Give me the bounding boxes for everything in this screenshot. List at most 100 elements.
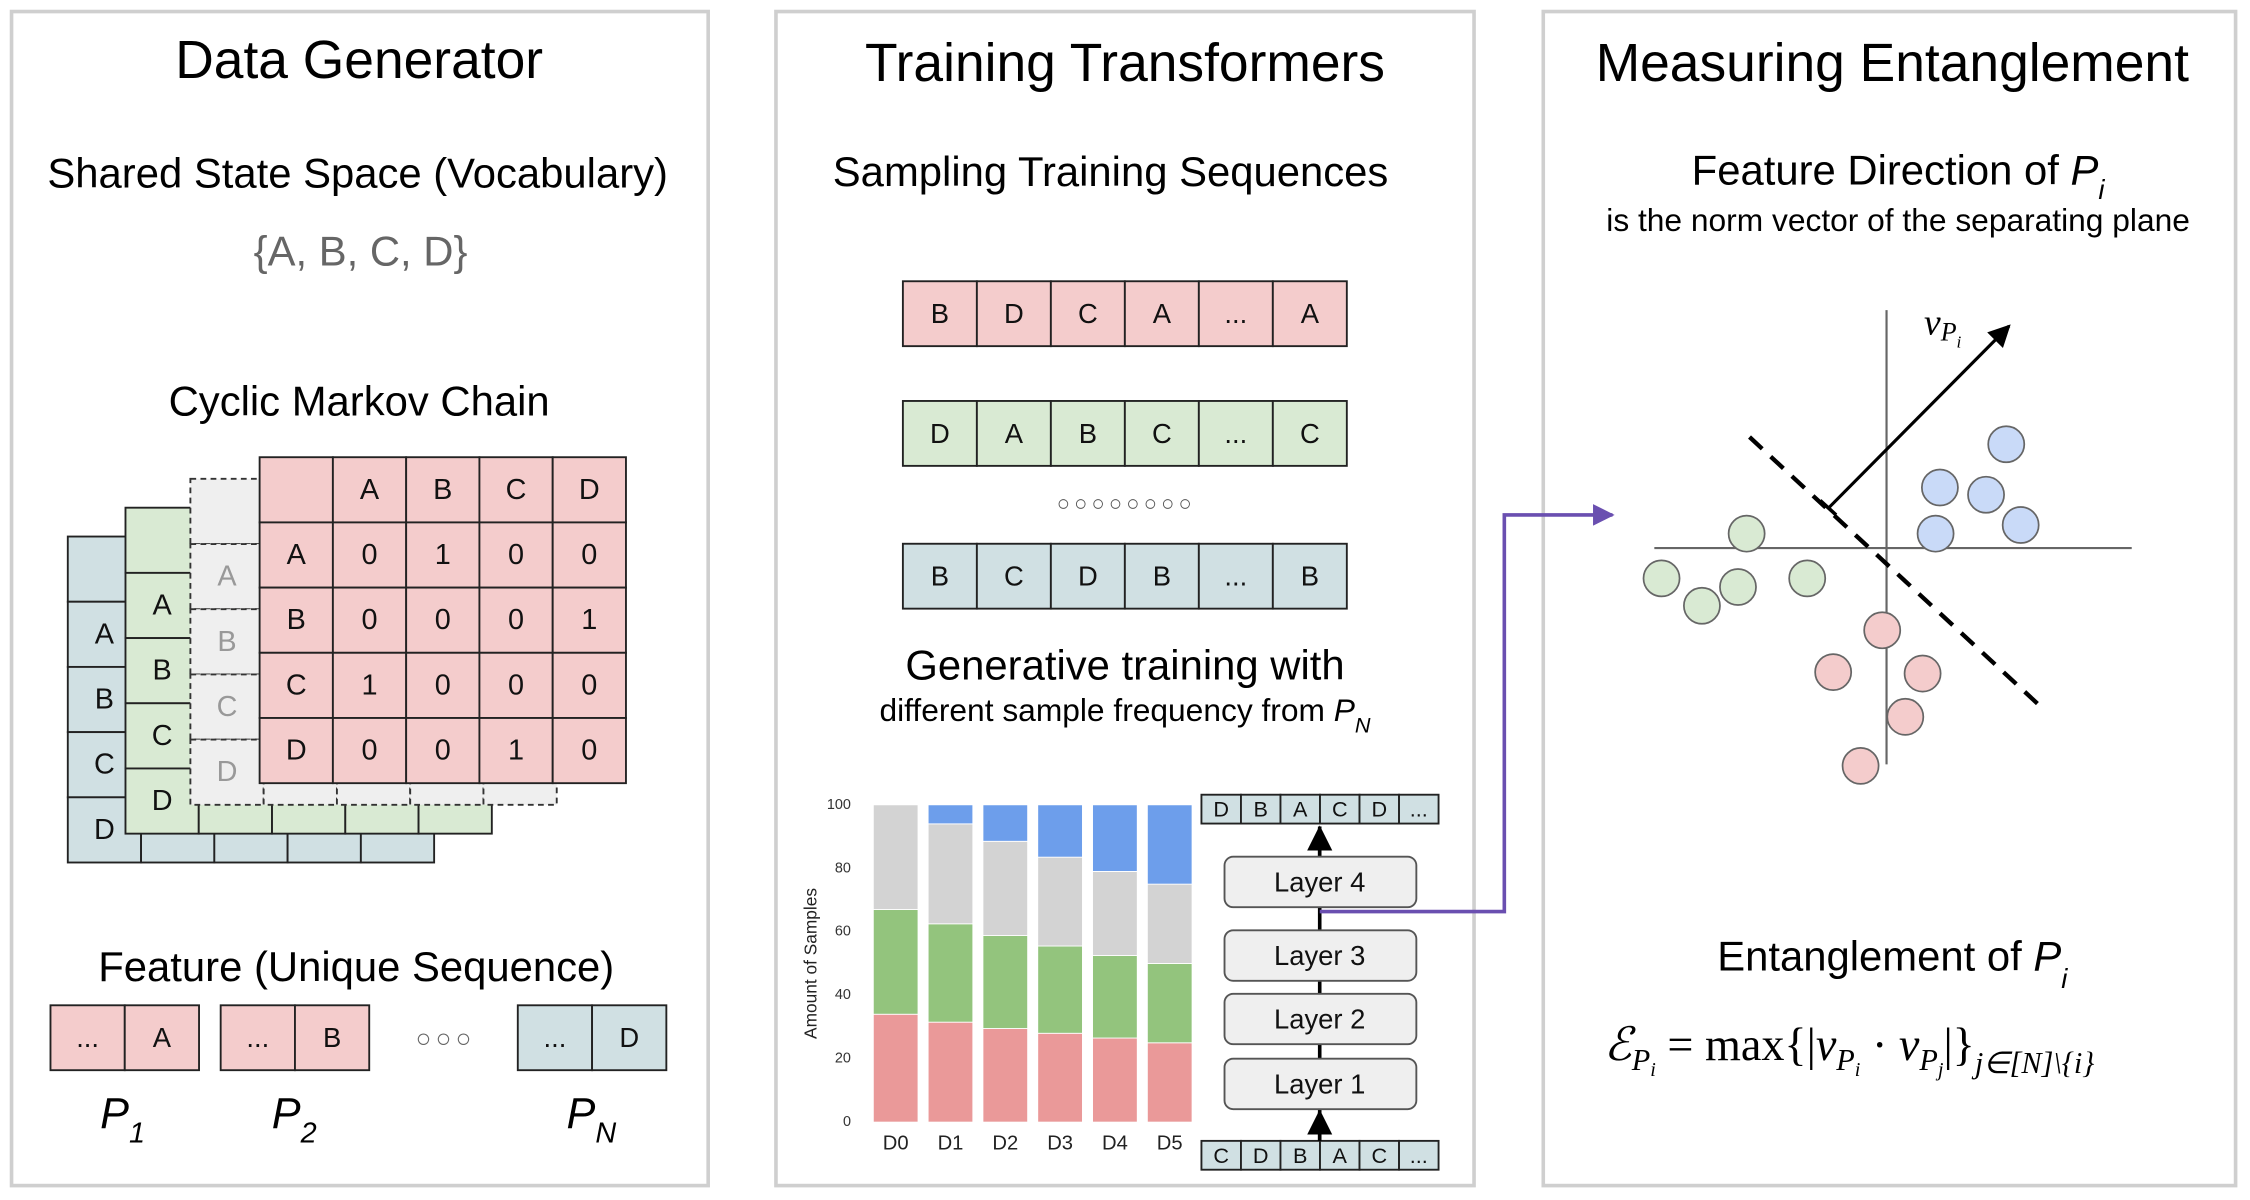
entanglement-title: Entanglement of Pi [1717, 933, 2068, 994]
token-label: ... [246, 1022, 269, 1053]
point-green [1683, 586, 1721, 625]
token-label: A [1293, 797, 1308, 822]
token-label: C [1152, 418, 1172, 449]
feature-sequence-3: ... D [516, 1004, 668, 1072]
bar-segment-D2-1 [982, 935, 1029, 1029]
x-tick-label: D4 [1102, 1133, 1128, 1155]
token-cell [1049, 400, 1126, 467]
token-label: D [1213, 797, 1229, 822]
bar-segment-D3-1 [1037, 945, 1083, 1034]
layer-label: Layer 4 [1274, 866, 1365, 897]
bar-segment-D3-0 [1037, 1032, 1083, 1123]
token-label: D [1078, 561, 1098, 592]
matrix-label: 0 [508, 604, 524, 636]
token-label: C [1004, 561, 1024, 592]
token-label: D [930, 418, 950, 449]
bar-segment-D0-0 [872, 1013, 919, 1123]
matrix-label: D [286, 735, 307, 767]
y-tick-label: 60 [835, 924, 851, 940]
matrix-label: A [95, 618, 115, 650]
token-label: B [931, 298, 949, 329]
feature-label: PN [567, 1090, 617, 1149]
point-red [1841, 746, 1880, 785]
token-label: ... [1410, 1143, 1428, 1168]
matrix-label: C [217, 691, 238, 723]
y-tick-label: 20 [835, 1051, 851, 1067]
token-label: A [1153, 298, 1172, 329]
token-cell [1049, 280, 1126, 348]
point-red [1863, 611, 1902, 650]
y-tick-label: 0 [843, 1114, 851, 1130]
token-cell [1279, 1139, 1321, 1171]
matrix-label: 0 [581, 539, 597, 571]
token-cell [1197, 542, 1274, 610]
feature-sequences: ... A P1... B P2... D PN [49, 1004, 668, 1149]
token-cell [1358, 1139, 1400, 1171]
token-cell [1398, 793, 1440, 825]
matrix-cell [478, 521, 554, 589]
token-cell [1358, 793, 1400, 825]
token-cell [294, 1004, 371, 1072]
token-label: ... [1224, 561, 1247, 592]
markov-matrices: ABCDABCDABCDABCDABCDABCDABCDA0100B0001C1… [66, 456, 627, 864]
sequence-dots: ○○○○○○○○ [1057, 491, 1196, 516]
matrix-label: 1 [435, 539, 451, 571]
token-label: B [1153, 561, 1171, 592]
y-tick-label: 40 [835, 987, 851, 1003]
point-blue [1916, 514, 1955, 553]
token-label: C [1078, 298, 1098, 329]
token-cell [901, 280, 978, 348]
matrix-cell [189, 543, 265, 611]
bar-segment-D4-1 [1092, 955, 1138, 1039]
panel-measuring-entanglement [1541, 9, 2238, 1188]
matrix-cell [258, 456, 334, 524]
matrix-cell [405, 456, 481, 524]
x-tick-label: D5 [1157, 1133, 1183, 1155]
token-cell [1197, 400, 1274, 467]
connector-arrow [1319, 504, 1615, 914]
token-label: ... [1224, 298, 1247, 329]
normal-vector-arrow [1827, 324, 2011, 509]
matrix-label: 0 [581, 669, 597, 701]
point-blue [2001, 506, 2040, 544]
matrix-cell [551, 586, 627, 654]
feature-sequence-1: ... A [49, 1004, 200, 1072]
matrix-cell [551, 717, 627, 785]
bar-segment-D0-2 [872, 804, 919, 910]
panel2-title: Training Transformers [865, 34, 1385, 93]
matrix-label: C [152, 720, 173, 752]
point-blue [1967, 475, 2005, 514]
matrix-cell [258, 521, 334, 589]
matrix-cell [405, 586, 481, 654]
matrix-cell [189, 738, 265, 806]
token-cell [219, 1004, 296, 1072]
matrix-label: D [217, 756, 238, 788]
matrix-cell [331, 456, 408, 524]
token-cell [1123, 280, 1200, 348]
matrix-label: 1 [361, 669, 377, 701]
feature-label: P2 [272, 1090, 317, 1149]
feature-direction-title: Feature Direction of Pi [1692, 147, 2106, 205]
feature-title: Feature (Unique Sequence) [98, 943, 614, 990]
token-label: ... [544, 1022, 567, 1053]
token-label: B [323, 1022, 341, 1053]
matrix-label: 0 [435, 669, 451, 701]
vocab-set: {A, B, C, D} [254, 227, 468, 274]
token-label: A [1005, 418, 1024, 449]
token-label: B [931, 561, 949, 592]
matrix-label: A [152, 589, 172, 621]
matrix-cell [405, 651, 481, 719]
markov-title: Cyclic Markov Chain [169, 377, 550, 424]
matrix-label: A [360, 474, 380, 506]
bar-segment-D1-3 [927, 804, 974, 825]
token-label: B [1254, 797, 1268, 822]
sample-frequency-chart: 0 20 40 60 80 100 D0 D1 D2 D3 D4 D5 [827, 797, 1193, 1155]
token-cell [975, 280, 1052, 348]
matrix-cell [258, 717, 334, 785]
point-red [1903, 654, 1942, 693]
point-blue [1987, 425, 2026, 464]
generative-subtitle: different sample frequency from PN [879, 692, 1370, 738]
point-blue [1921, 468, 1959, 507]
point-red [1814, 653, 1853, 692]
bar-segment-D5-3 [1146, 804, 1193, 885]
